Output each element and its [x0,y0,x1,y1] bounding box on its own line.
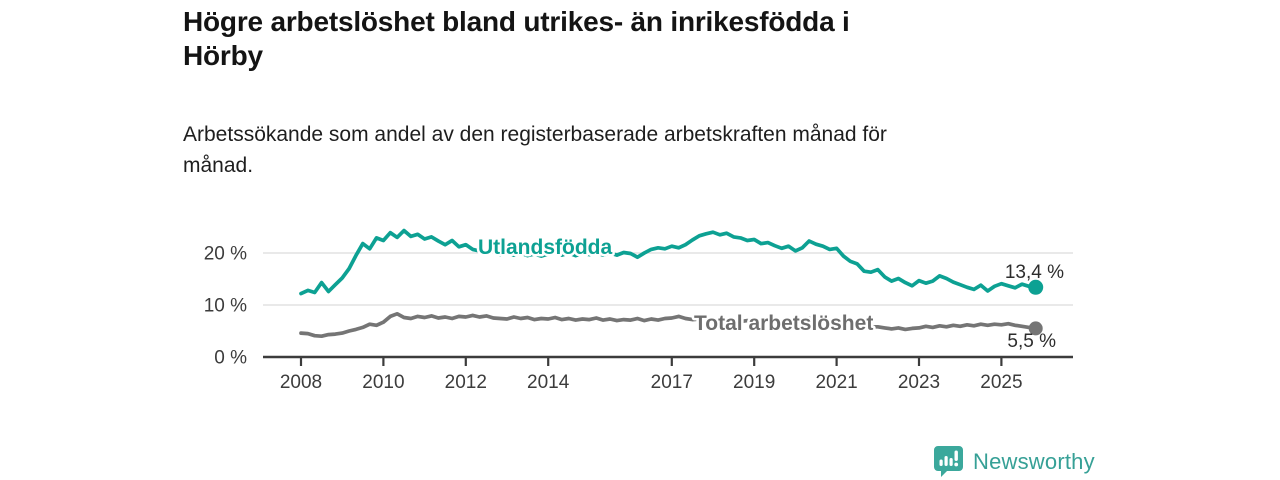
total-end-dot [1028,321,1043,336]
x-tick-label: 2017 [651,372,693,393]
y-tick-label: 10 % [204,296,247,317]
x-tick-label: 2023 [898,372,940,393]
y-tick-label: 0 % [214,348,247,369]
y-axis-labels: 0 % 10 % 20 % [204,244,247,369]
x-tick-label: 2008 [280,372,322,393]
x-tick-label: 2010 [362,372,404,393]
total-value-label: 5,5 % [1007,331,1056,352]
x-tick-label: 2012 [445,372,487,393]
x-tick-label: 2014 [527,372,570,393]
brand-name: Newsworthy [973,448,1095,474]
page-title: Högre arbetslöshet bland utrikes- än inr… [183,6,850,71]
y-tick-label: 20 % [204,244,247,265]
total-arbetsloshet-line [299,311,1038,339]
x-tick-label: 2019 [733,372,775,393]
utlandsfodda-value-label: 13,4 % [1005,262,1064,283]
x-tick-label: 2021 [815,372,857,393]
utlandsfodda-end-dot [1028,279,1044,295]
utlandsfodda-line [299,228,1038,296]
page-subtitle: Arbetssökande som andel av den registerb… [183,123,887,177]
newsworthy-logo[interactable]: Newsworthy [933,445,1095,478]
bar-chart-speech-bubble-icon [934,446,963,477]
utlandsfodda-series-label: Utlandsfödda [478,236,612,259]
x-axis-ticks: 2008 2010 2012 2014 2017 2019 2021 2023 2025 [280,357,1023,393]
total-arbetsloshet-series-label: Total arbetslöshet [694,312,873,335]
x-tick-label: 2025 [980,372,1022,393]
gridlines [263,252,1073,306]
